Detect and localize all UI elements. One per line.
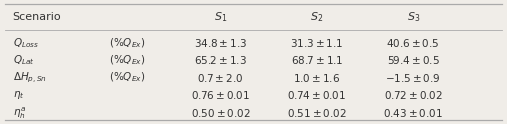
Text: $S_1$: $S_1$: [214, 10, 227, 24]
Text: $1.0 \pm 1.6$: $1.0 \pm 1.6$: [294, 72, 340, 83]
Text: $0.74 \pm 0.01$: $0.74 \pm 0.01$: [287, 90, 346, 101]
Text: $\Delta H_{p,Sn}$: $\Delta H_{p,Sn}$: [13, 70, 47, 85]
Text: $40.6 \pm 0.5$: $40.6 \pm 0.5$: [386, 37, 440, 49]
Text: $0.51 \pm 0.02$: $0.51 \pm 0.02$: [287, 107, 347, 119]
Text: (%$Q_{Ex}$): (%$Q_{Ex}$): [109, 53, 146, 67]
Text: $\eta_h^a$: $\eta_h^a$: [13, 105, 26, 121]
Text: $\eta_t$: $\eta_t$: [13, 90, 24, 101]
Text: $-1.5 \pm 0.9$: $-1.5 \pm 0.9$: [385, 72, 441, 83]
Text: $S_3$: $S_3$: [407, 10, 420, 24]
Text: $65.2 \pm 1.3$: $65.2 \pm 1.3$: [194, 54, 247, 66]
Text: $0.43 \pm 0.01$: $0.43 \pm 0.01$: [383, 107, 443, 119]
Text: $0.76 \pm 0.01$: $0.76 \pm 0.01$: [191, 90, 250, 101]
Text: $31.3 \pm 1.1$: $31.3 \pm 1.1$: [290, 37, 344, 49]
Text: $Q_{Loss}$: $Q_{Loss}$: [13, 36, 39, 50]
Text: $0.72 \pm 0.02$: $0.72 \pm 0.02$: [384, 90, 443, 101]
Text: $68.7 \pm 1.1$: $68.7 \pm 1.1$: [291, 54, 343, 66]
Text: $0.7 \pm 2.0$: $0.7 \pm 2.0$: [197, 72, 244, 83]
Text: $34.8 \pm 1.3$: $34.8 \pm 1.3$: [194, 37, 247, 49]
Text: $0.50 \pm 0.02$: $0.50 \pm 0.02$: [191, 107, 250, 119]
Text: (%$Q_{Ex}$): (%$Q_{Ex}$): [109, 71, 146, 84]
Text: $59.4 \pm 0.5$: $59.4 \pm 0.5$: [387, 54, 440, 66]
Text: $S_2$: $S_2$: [310, 10, 323, 24]
Text: (%$Q_{Ex}$): (%$Q_{Ex}$): [109, 36, 146, 50]
Text: Scenario: Scenario: [13, 12, 61, 22]
Text: $Q_{Lat}$: $Q_{Lat}$: [13, 53, 34, 67]
